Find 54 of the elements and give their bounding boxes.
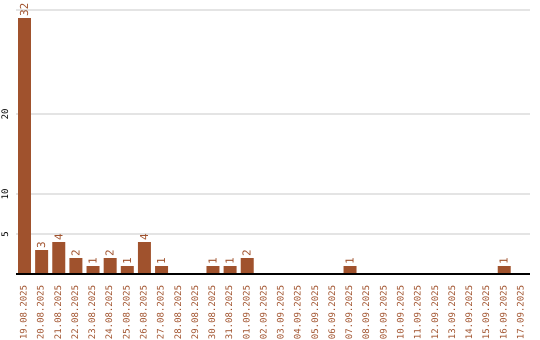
x-tick-label: 20.08.2025 xyxy=(36,285,47,340)
data-label: 1 xyxy=(120,257,134,264)
bar xyxy=(240,258,254,274)
data-label: 3 xyxy=(35,241,48,248)
x-tick-label: 15.09.2025 xyxy=(482,285,492,340)
bar xyxy=(69,258,82,274)
bar xyxy=(104,258,117,274)
bar xyxy=(18,18,31,274)
x-tick-label: 22.08.2025 xyxy=(70,285,81,340)
x-tick-label: 13.09.2025 xyxy=(448,285,458,340)
data-label: 2 xyxy=(69,249,82,256)
data-label: 2 xyxy=(240,249,254,256)
x-tick-label: 24.08.2025 xyxy=(105,285,116,340)
data-label: 1 xyxy=(86,257,100,264)
x-tick-label: 28.08.2025 xyxy=(174,285,184,340)
x-tick-label: 25.08.2025 xyxy=(122,285,132,340)
data-label: 2 xyxy=(104,249,117,256)
x-tick-label: 30.08.2025 xyxy=(208,285,218,340)
x-tick-label: 07.09.2025 xyxy=(345,285,356,340)
y-tick-label: 5 xyxy=(1,231,11,237)
x-tick-label: 01.09.2025 xyxy=(242,285,252,340)
x-tick-label: 10.09.2025 xyxy=(396,285,406,340)
data-label: 1 xyxy=(344,257,357,264)
data-label: 1 xyxy=(206,257,220,264)
data-label: 1 xyxy=(155,257,168,264)
x-tick-label: 02.09.2025 xyxy=(259,285,270,340)
data-label: 4 xyxy=(138,233,151,240)
data-label: 1 xyxy=(498,257,511,264)
data-label: 32 xyxy=(18,2,31,16)
x-tick-label: 31.08.2025 xyxy=(225,285,236,340)
x-tick-label: 16.09.2025 xyxy=(499,285,510,340)
x-tick-label: 05.09.2025 xyxy=(310,285,321,340)
bar xyxy=(138,242,151,274)
x-tick-label: 03.09.2025 xyxy=(276,285,287,340)
x-tick-label: 14.09.2025 xyxy=(465,285,476,340)
x-tick-label: 06.09.2025 xyxy=(328,285,338,340)
x-tick-label: 17.09.2025 xyxy=(516,285,526,340)
x-tick-label: 09.09.2025 xyxy=(379,285,390,340)
x-tick-label: 26.08.2025 xyxy=(140,285,150,340)
x-tick-label: 08.09.2025 xyxy=(362,285,372,340)
y-tick-label: 10 xyxy=(1,188,11,200)
x-tick-label: 12.09.2025 xyxy=(430,285,441,340)
x-tick-label: 04.09.2025 xyxy=(294,285,304,340)
x-tick-label: 11.09.2025 xyxy=(414,285,424,340)
x-tick-label: 21.08.2025 xyxy=(54,285,64,340)
bar xyxy=(35,250,48,274)
bar xyxy=(52,242,66,274)
x-tick-label: 29.08.2025 xyxy=(190,285,201,340)
y-tick-label: 20 xyxy=(1,108,11,120)
data-label: 4 xyxy=(52,233,66,240)
x-tick-label: 27.08.2025 xyxy=(156,285,167,340)
x-tick-label: 23.08.2025 xyxy=(88,285,98,340)
data-label: 1 xyxy=(224,257,237,264)
x-tick-label: 19.08.2025 xyxy=(20,285,30,340)
